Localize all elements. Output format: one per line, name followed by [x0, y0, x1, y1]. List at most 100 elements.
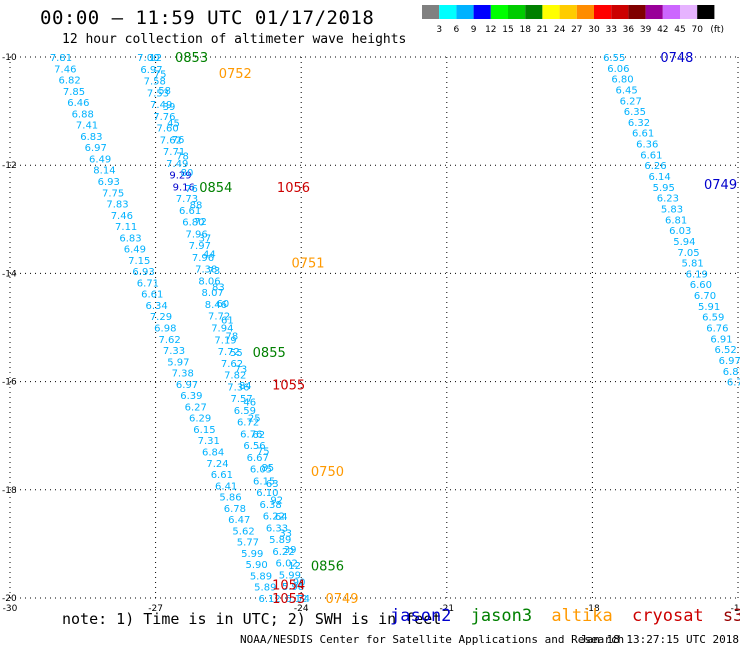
data-point-label: 7.73	[176, 194, 198, 205]
data-point-label: 6.12	[285, 594, 307, 605]
data-point-label: 6.71	[137, 278, 159, 289]
data-point-label: 6.80	[182, 218, 204, 229]
data-point-label: 78	[225, 332, 238, 343]
data-point-label: 58	[158, 86, 171, 97]
data-point-label: 25	[248, 414, 261, 425]
data-point-label: 7.31	[198, 436, 220, 447]
data-point-label: 7.36	[227, 382, 249, 393]
data-point-label: 7.49	[150, 100, 172, 111]
colorbar-tick-label: 30	[588, 25, 600, 35]
colorbar-tick-label: 45	[674, 25, 685, 35]
data-point-label: 6.33	[266, 523, 288, 534]
colorbar-tick-label: 18	[519, 25, 531, 35]
data-point-label: 73	[234, 364, 247, 375]
data-point-label: 6.22	[263, 512, 285, 523]
data-point-label: 90	[293, 578, 306, 589]
data-point-label: 6.61	[632, 129, 654, 140]
data-point-label: 6.59	[702, 313, 724, 324]
pass-time-label: 0854	[199, 181, 232, 196]
data-point-label: 6.56	[243, 441, 265, 452]
colorbar-tick-label: 12	[485, 25, 496, 35]
data-point-label: 33	[279, 528, 292, 539]
data-point-label: 7.60	[156, 124, 178, 135]
data-point-label: 45	[167, 119, 180, 130]
colorbar-swatch	[594, 5, 612, 19]
data-point-label: 7.49	[166, 159, 188, 170]
data-point-label: 7.96	[192, 253, 214, 264]
data-point-label: 7.41	[76, 121, 98, 132]
data-point-label: 6.70	[694, 291, 716, 302]
colorbar-tick-label: 15	[502, 25, 513, 35]
data-point-label: 7.53	[147, 88, 169, 99]
data-point-label: 75	[154, 69, 167, 80]
data-point-label: 6.97	[85, 143, 107, 154]
data-point-label: 6.14	[648, 172, 670, 183]
x-tick-label: -27	[148, 604, 163, 614]
data-point-label: 5.97	[167, 357, 189, 368]
data-point-label: 6.98	[154, 324, 176, 335]
data-point-label: 6.55	[603, 53, 625, 64]
x-tick-label: -24	[294, 604, 309, 614]
data-point-label: 73	[208, 266, 221, 277]
data-point-label: 7.24	[206, 459, 228, 470]
data-point-label: 5.81	[681, 259, 703, 270]
data-point-label: 7.71	[163, 147, 185, 158]
pass-time-label: 1053	[272, 592, 305, 607]
data-point-label: 6.77	[727, 378, 740, 389]
data-point-label: 6.97	[140, 65, 162, 76]
data-point-label: 6.22	[272, 547, 294, 558]
legend-jason3: jason3	[470, 606, 533, 626]
data-point-label: 5.95	[653, 183, 675, 194]
colorbar-legend: 3 6 9 12 15 18 21 24 27 30 33 36 39 42 45 70 (ft)	[422, 5, 724, 35]
data-point-label: 6.41	[215, 481, 237, 492]
data-point-label: 7.11	[115, 222, 137, 233]
colorbar-tick-label: 27	[571, 25, 582, 35]
data-point-label: 6.34	[145, 301, 167, 312]
data-point-label: 6.80	[611, 75, 633, 86]
colorbar-swatch	[628, 5, 646, 19]
colorbar-swatch	[680, 5, 698, 19]
footnote: note: 1) Time is in UTC; 2) SWH is in fe…	[62, 610, 442, 628]
data-point-label: 6.60	[690, 280, 712, 291]
data-point-label: 6.05	[250, 465, 272, 476]
colorbar-swatch	[559, 5, 577, 19]
data-point-label: 7.72	[208, 312, 230, 323]
chart-subtitle: 12 hour collection of altimeter wave hei…	[62, 32, 407, 47]
data-point-label: 72	[194, 217, 207, 228]
credit-line: NOAA/NESDIS Center for Satellite Applica…	[240, 633, 625, 646]
y-tick-label: -14	[2, 269, 17, 279]
pass-time-label: 0749	[325, 592, 358, 607]
data-point-label: 7.57	[231, 394, 253, 405]
colorbar-swatch	[645, 5, 663, 19]
data-point-label: 5.98	[282, 582, 304, 593]
data-point-label: 7.38	[172, 369, 194, 380]
x-tick-label: -15	[731, 604, 740, 614]
data-point-label: 5.91	[698, 302, 720, 313]
data-point-label: 6.15	[253, 476, 275, 487]
data-point-label: 84	[239, 381, 252, 392]
data-point-label: 63	[266, 479, 279, 490]
data-point-label: 7.62	[159, 335, 181, 346]
data-point-label: 6.49	[124, 245, 146, 256]
data-point-label: 6.82	[59, 76, 81, 87]
data-point-label: 5.83	[661, 204, 683, 215]
data-point-label: 6.84	[202, 447, 224, 458]
pass-time-label: 0856	[311, 560, 344, 575]
colorbar-tick-label: 42	[657, 25, 668, 35]
pass-time-label: 0748	[660, 51, 693, 66]
data-point-label: 80	[181, 168, 194, 179]
x-tick-label: -18	[585, 604, 600, 614]
colorbar-tick-label: 21	[537, 25, 548, 35]
data-point-label: 60	[217, 299, 230, 310]
data-point-label: 6.39	[180, 391, 202, 402]
colorbar-tick-label: 33	[605, 25, 616, 35]
pass-time-label: 0853	[175, 51, 208, 66]
data-point-label: 76	[185, 184, 198, 195]
data-point-label: 6.46	[67, 98, 89, 109]
data-point-label: 6.81	[665, 215, 687, 226]
data-point-label: 61	[221, 315, 234, 326]
data-point-label: 6.27	[620, 96, 642, 107]
data-point-label: 7.97	[189, 241, 211, 252]
data-point-label: 6.49	[89, 154, 111, 165]
